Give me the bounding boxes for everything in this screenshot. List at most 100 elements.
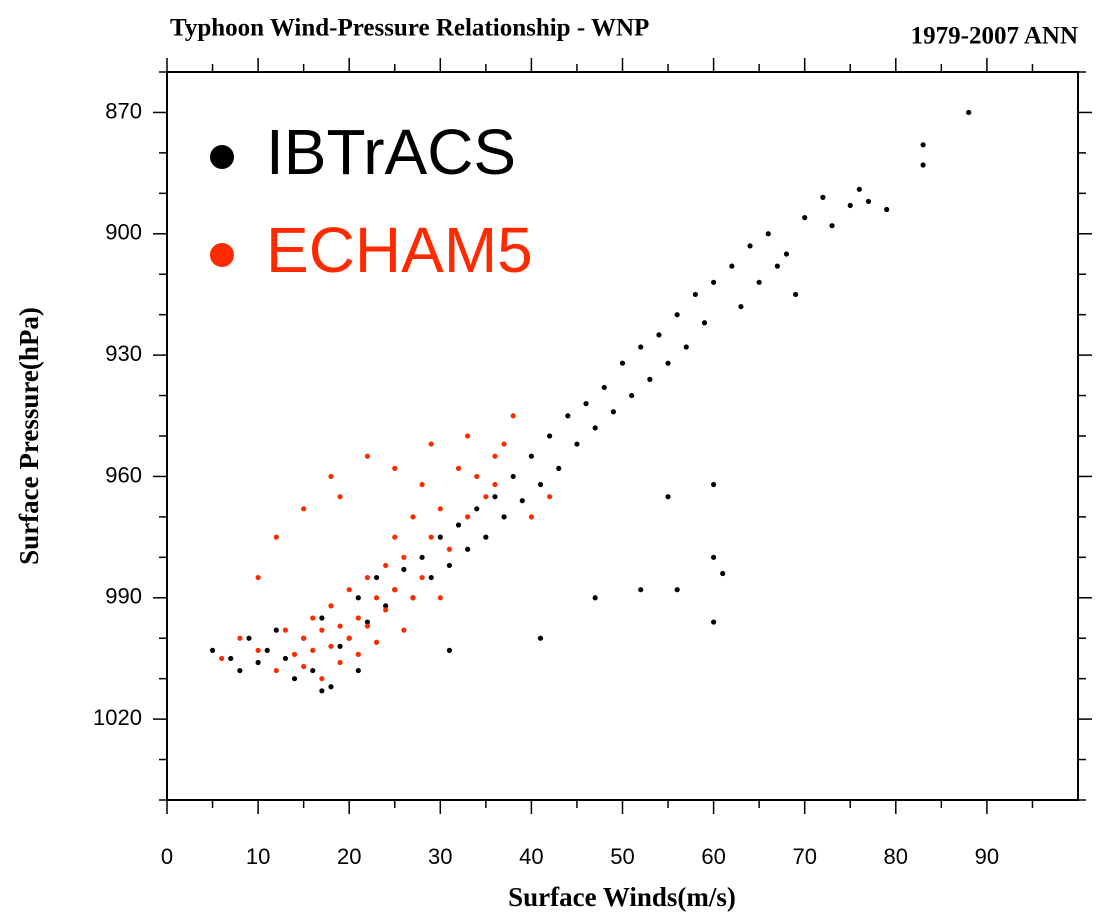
data-point <box>619 360 626 366</box>
data-point <box>465 514 471 520</box>
data-point <box>383 603 389 609</box>
data-point <box>373 639 380 645</box>
data-point <box>665 494 671 500</box>
data-point <box>437 595 443 601</box>
data-point <box>364 619 371 625</box>
x-tick-label: 10 <box>246 844 270 869</box>
data-point <box>419 574 425 581</box>
data-point <box>237 667 243 674</box>
data-point <box>701 320 708 326</box>
data-point <box>501 514 507 520</box>
data-point <box>410 595 416 601</box>
data-point <box>674 587 680 593</box>
data-point <box>774 263 780 269</box>
data-point <box>711 481 717 488</box>
data-point <box>792 291 799 298</box>
legend-label: IBTrACS <box>266 116 516 188</box>
data-point <box>465 546 471 552</box>
data-point <box>328 603 334 609</box>
data-point <box>273 534 279 540</box>
data-point <box>401 566 407 573</box>
data-point <box>446 562 453 569</box>
data-point <box>337 494 343 500</box>
data-point <box>747 243 753 249</box>
data-point <box>319 688 325 694</box>
data-point <box>392 587 398 593</box>
data-point <box>228 655 234 662</box>
data-point <box>337 643 343 649</box>
x-tick-label: 30 <box>428 844 452 869</box>
data-point <box>647 376 653 382</box>
y-tick-label: 900 <box>105 220 142 245</box>
data-point <box>346 635 352 641</box>
x-tick-label: 40 <box>519 844 543 869</box>
data-point <box>209 647 216 653</box>
data-point <box>455 522 462 528</box>
data-point <box>483 494 489 500</box>
data-point <box>510 473 516 480</box>
data-point <box>264 647 270 653</box>
data-point <box>556 465 562 471</box>
data-point <box>574 441 580 447</box>
data-point <box>383 607 389 613</box>
data-point <box>319 676 325 682</box>
data-point <box>528 453 535 459</box>
data-point <box>920 142 926 148</box>
data-point <box>674 312 680 318</box>
y-axis-label: Surface Pressure(hPa) <box>14 307 44 565</box>
data-point <box>437 506 443 512</box>
data-point <box>428 441 434 447</box>
data-point <box>364 574 371 581</box>
data-point <box>692 291 698 298</box>
legend-marker <box>210 243 234 267</box>
data-point <box>428 534 434 540</box>
data-point <box>282 627 289 633</box>
y-tick-label: 960 <box>105 462 142 487</box>
data-point <box>301 506 307 512</box>
data-point <box>601 384 607 391</box>
data-point <box>765 231 771 237</box>
data-point <box>884 206 890 213</box>
x-axis-label: Surface Winds(m/s) <box>508 882 736 912</box>
data-point <box>310 615 316 621</box>
data-point <box>355 667 361 674</box>
data-point <box>501 441 507 447</box>
data-point <box>465 433 471 439</box>
data-point <box>401 627 407 633</box>
data-point <box>856 186 862 192</box>
data-point <box>510 413 516 419</box>
data-point <box>255 647 261 653</box>
data-point <box>629 392 635 399</box>
data-point <box>291 676 298 682</box>
chart-title: Typhoon Wind-Pressure Relationship - WNP <box>170 15 649 42</box>
data-point <box>492 481 498 488</box>
data-point <box>729 263 735 269</box>
data-point <box>373 574 380 581</box>
data-point <box>474 506 480 512</box>
data-point <box>319 627 325 633</box>
y-tick-label: 990 <box>105 584 142 609</box>
data-point <box>756 279 762 285</box>
data-point <box>219 655 225 662</box>
x-tick-label: 90 <box>975 844 999 869</box>
data-point <box>255 574 261 581</box>
data-point <box>291 651 298 658</box>
data-point <box>255 659 261 666</box>
data-point <box>483 534 489 540</box>
data-point <box>337 623 343 629</box>
data-point <box>373 595 380 601</box>
data-point <box>328 473 334 480</box>
y-tick-label: 930 <box>105 341 142 366</box>
data-point <box>665 360 671 366</box>
data-point <box>711 619 717 625</box>
data-point <box>419 554 425 560</box>
data-point <box>711 554 717 560</box>
data-point <box>337 659 343 666</box>
data-point <box>829 223 835 229</box>
data-point <box>282 655 289 662</box>
x-tick-label: 80 <box>884 844 908 869</box>
data-point <box>865 198 872 205</box>
data-point <box>565 413 571 419</box>
x-tick-label: 70 <box>792 844 816 869</box>
